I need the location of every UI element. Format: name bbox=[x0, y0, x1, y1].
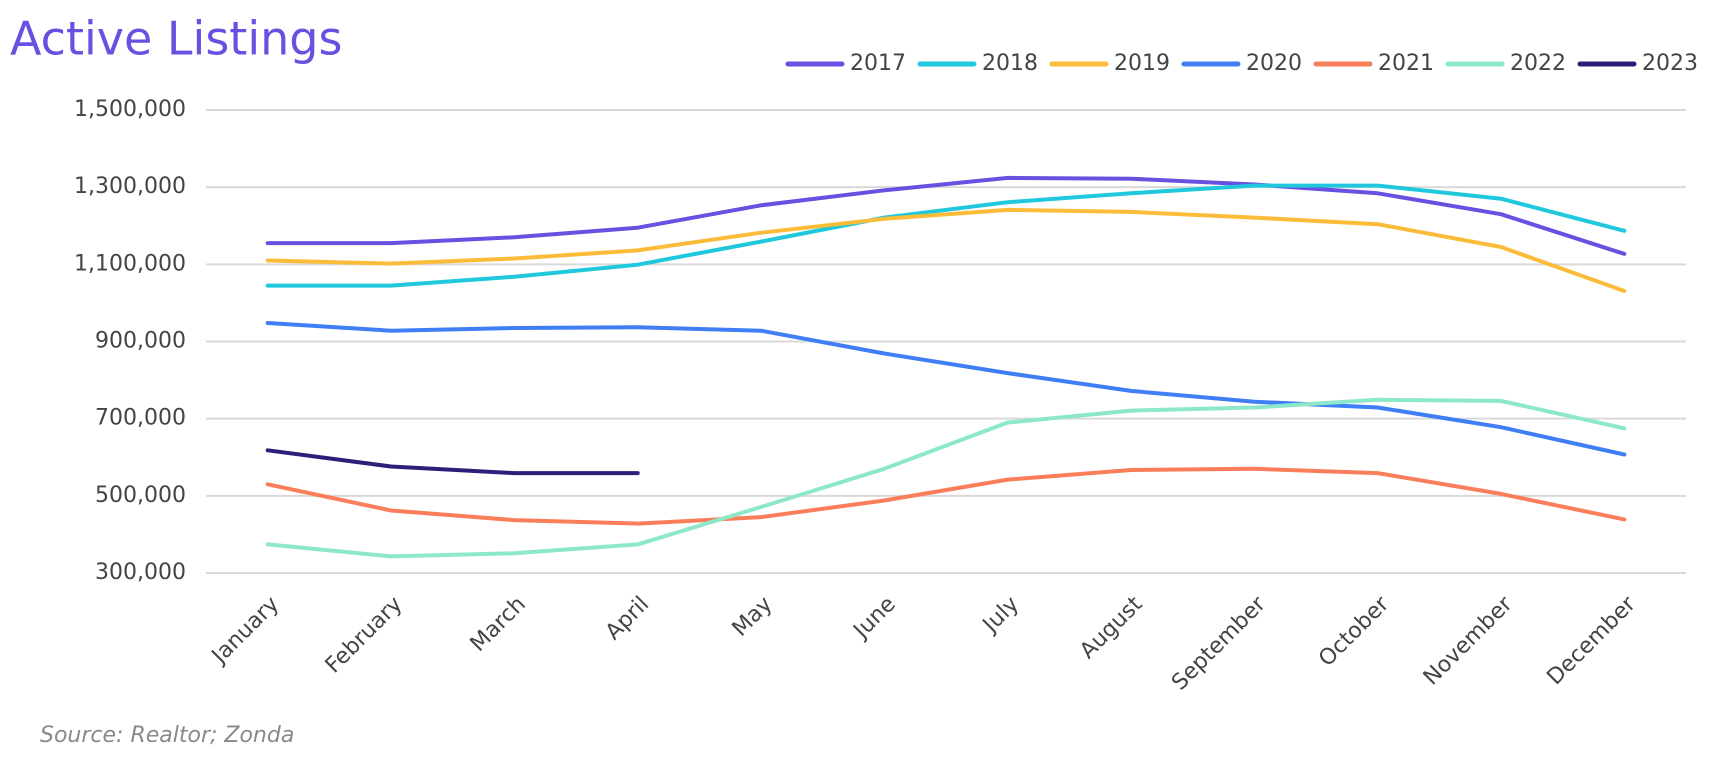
y-tick-label: 900,000 bbox=[95, 329, 186, 354]
legend-label: 2023 bbox=[1642, 51, 1698, 76]
x-tick-label: December bbox=[1542, 591, 1641, 690]
x-tick-label: August bbox=[1075, 592, 1147, 664]
y-tick-label: 1,300,000 bbox=[74, 174, 186, 199]
series-line bbox=[265, 448, 640, 476]
x-tick-label: October bbox=[1314, 591, 1395, 672]
x-tick-label: January bbox=[206, 592, 284, 670]
y-tick-label: 300,000 bbox=[95, 560, 186, 585]
y-tick-label: 1,500,000 bbox=[74, 97, 186, 122]
legend-label: 2018 bbox=[982, 51, 1038, 76]
series-line bbox=[265, 321, 1627, 457]
x-tick-label: February bbox=[321, 592, 408, 679]
series-line bbox=[265, 175, 1627, 256]
y-tick-label: 500,000 bbox=[95, 483, 186, 508]
chart-title: Active Listings bbox=[10, 12, 342, 66]
legend-label: 2021 bbox=[1378, 51, 1434, 76]
legend-label: 2017 bbox=[850, 51, 906, 76]
x-tick-label: November bbox=[1419, 591, 1518, 690]
series-line bbox=[265, 466, 1627, 526]
x-tick-label: June bbox=[848, 592, 901, 645]
y-tick-label: 1,100,000 bbox=[74, 251, 186, 276]
legend-label: 2022 bbox=[1510, 51, 1566, 76]
series-line bbox=[265, 397, 1627, 559]
legend-label: 2020 bbox=[1246, 51, 1302, 76]
series-line bbox=[265, 183, 1627, 288]
x-tick-label: March bbox=[466, 592, 531, 657]
x-tick-label: May bbox=[728, 592, 778, 642]
legend-label: 2019 bbox=[1114, 51, 1170, 76]
y-tick-label: 700,000 bbox=[95, 406, 186, 431]
x-tick-label: April bbox=[601, 592, 654, 645]
series-line bbox=[265, 207, 1627, 293]
x-tick-label: July bbox=[977, 592, 1024, 639]
x-tick-label: September bbox=[1167, 591, 1271, 695]
source-note: Source: Realtor; Zonda bbox=[40, 723, 294, 748]
